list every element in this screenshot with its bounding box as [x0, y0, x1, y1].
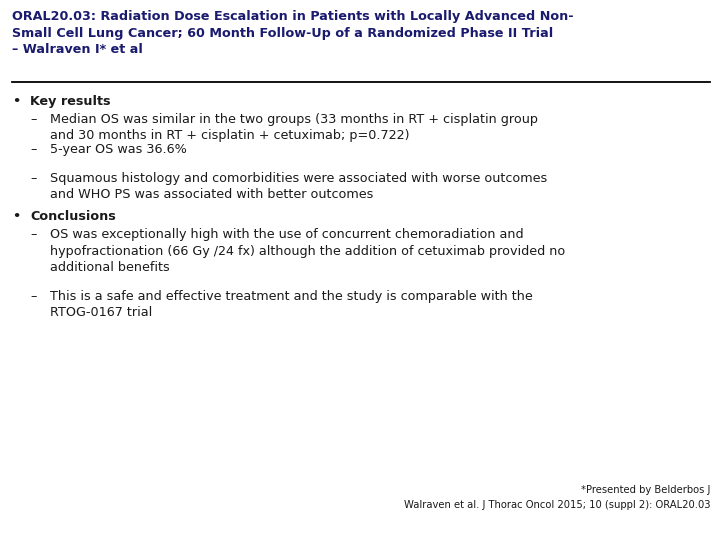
- Text: Squamous histology and comorbidities were associated with worse outcomes
and WHO: Squamous histology and comorbidities wer…: [50, 172, 547, 201]
- Text: •: •: [12, 210, 20, 223]
- Text: –: –: [30, 172, 37, 185]
- Text: *Presented by Belderbos J: *Presented by Belderbos J: [580, 485, 710, 495]
- Text: –: –: [30, 290, 37, 303]
- Text: Conclusions: Conclusions: [30, 210, 116, 223]
- Text: –: –: [30, 228, 37, 241]
- Text: •: •: [12, 95, 20, 108]
- Text: ORAL20.03: Radiation Dose Escalation in Patients with Locally Advanced Non-
Smal: ORAL20.03: Radiation Dose Escalation in …: [12, 10, 574, 56]
- Text: Key results: Key results: [30, 95, 110, 108]
- Text: –: –: [30, 143, 37, 156]
- Text: –: –: [30, 113, 37, 126]
- Text: OS was exceptionally high with the use of concurrent chemoradiation and
hypofrac: OS was exceptionally high with the use o…: [50, 228, 565, 274]
- Text: Walraven et al. J Thorac Oncol 2015; 10 (suppl 2): ORAL20.03: Walraven et al. J Thorac Oncol 2015; 10 …: [403, 500, 710, 510]
- Text: 5-year OS was 36.6%: 5-year OS was 36.6%: [50, 143, 187, 156]
- Text: Median OS was similar in the two groups (33 months in RT + cisplatin group
and 3: Median OS was similar in the two groups …: [50, 113, 538, 143]
- Text: This is a safe and effective treatment and the study is comparable with the
RTOG: This is a safe and effective treatment a…: [50, 290, 533, 320]
